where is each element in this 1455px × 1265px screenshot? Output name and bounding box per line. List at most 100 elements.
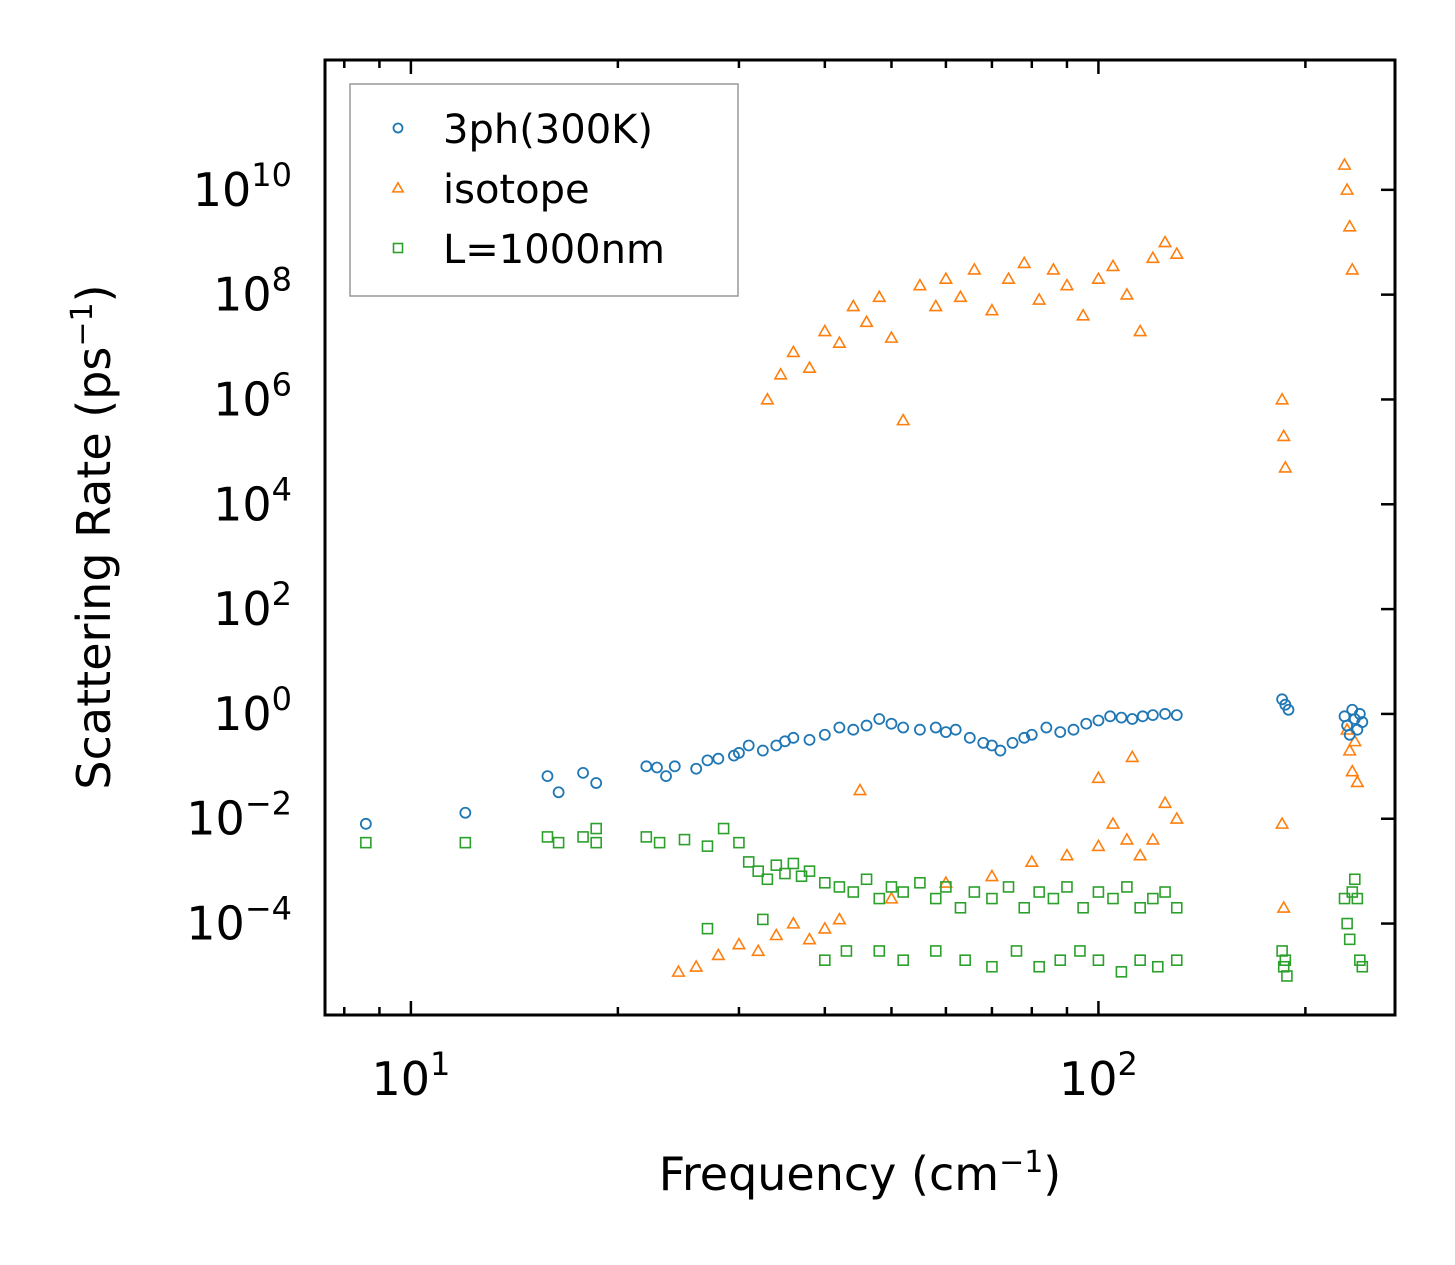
data-point-circle xyxy=(914,723,926,736)
data-point-square xyxy=(819,876,831,889)
y-tick-label: 104 xyxy=(213,470,292,531)
data-point-circle xyxy=(847,723,860,736)
data-point-triangle xyxy=(1017,255,1032,269)
data-point-triangle xyxy=(1105,258,1121,272)
data-point-square xyxy=(1047,892,1060,905)
data-point-triangle xyxy=(859,314,874,328)
data-point-square xyxy=(1074,945,1086,957)
data-point-circle xyxy=(963,731,976,744)
data-point-square xyxy=(897,886,909,898)
data-point-square xyxy=(1351,892,1364,905)
data-point-square xyxy=(1033,886,1045,898)
data-point-triangle xyxy=(1133,848,1148,861)
data-point-square xyxy=(803,865,816,877)
data-point-square xyxy=(1170,901,1183,914)
data-point-triangle xyxy=(832,335,847,349)
data-point-circle xyxy=(1040,721,1053,734)
data-point-square xyxy=(954,901,967,914)
data-point-circle xyxy=(733,747,745,759)
data-point-square xyxy=(833,881,846,893)
data-point-square xyxy=(590,836,602,849)
data-point-circle xyxy=(1092,714,1105,727)
data-point-triangle xyxy=(1276,900,1291,913)
data-point-triangle xyxy=(1145,832,1160,845)
data-point-circle xyxy=(651,761,663,774)
data-point-circle xyxy=(552,786,565,799)
data-point-triangle xyxy=(1157,795,1173,809)
data-point-square xyxy=(541,831,554,843)
markers-layer xyxy=(359,157,1369,982)
data-point-triangle xyxy=(984,303,1000,316)
data-point-triangle xyxy=(1345,764,1360,777)
data-point-circle xyxy=(994,744,1007,757)
data-point-square xyxy=(717,822,730,835)
data-point-triangle xyxy=(711,947,726,961)
data-point-square xyxy=(840,945,853,957)
data-point-circle xyxy=(897,721,910,734)
data-point-square xyxy=(640,831,653,843)
data-point-triangle xyxy=(1342,743,1357,756)
data-point-circle xyxy=(1136,710,1149,723)
data-point-circle xyxy=(1282,703,1295,716)
data-point-square xyxy=(1343,933,1356,946)
data-point-circle xyxy=(660,770,672,783)
legend-label-boundary: L=1000nm xyxy=(443,227,665,273)
legend-marker-triangle xyxy=(391,181,405,193)
x-tick-label: 102 xyxy=(1059,1045,1138,1106)
data-point-square xyxy=(819,954,831,966)
legend-label-3ph: 3ph(300K) xyxy=(443,107,653,153)
data-point-triangle xyxy=(1350,774,1365,788)
data-point-triangle xyxy=(1091,271,1106,284)
data-point-square xyxy=(742,856,755,868)
y-tick-label: 102 xyxy=(213,575,292,636)
data-point-circle xyxy=(359,817,372,830)
data-point-square xyxy=(1349,873,1361,886)
data-point-square xyxy=(752,865,765,877)
data-point-triangle xyxy=(1278,460,1293,473)
data-point-triangle xyxy=(1032,292,1047,305)
data-point-square xyxy=(1338,892,1351,905)
data-point-square xyxy=(968,886,981,898)
data-point-triangle xyxy=(984,868,1000,882)
data-point-triangle xyxy=(786,344,801,358)
data-point-circle xyxy=(541,770,554,783)
data-point-square xyxy=(1092,954,1105,966)
data-point-triangle xyxy=(1133,323,1148,337)
legend-marker-square xyxy=(392,242,404,254)
data-point-triangle xyxy=(1024,854,1039,868)
data-point-square xyxy=(1279,954,1292,966)
data-point-square xyxy=(1054,954,1067,966)
data-point-triangle xyxy=(671,964,686,977)
data-point-triangle xyxy=(773,367,788,380)
data-point-triangle xyxy=(1125,749,1140,763)
data-point-circle xyxy=(1018,731,1031,744)
data-point-triangle xyxy=(689,959,704,972)
data-point-triangle xyxy=(884,330,899,343)
data-point-square xyxy=(577,831,589,843)
data-point-square xyxy=(701,840,714,852)
data-point-square xyxy=(873,892,886,905)
data-point-square xyxy=(847,886,860,898)
data-point-square xyxy=(959,954,971,966)
data-point-triangle xyxy=(1119,287,1135,300)
data-point-circle xyxy=(787,731,800,744)
data-point-triangle xyxy=(1274,816,1290,829)
data-point-square xyxy=(770,859,783,871)
data-point-square xyxy=(1356,960,1369,973)
data-point-circle xyxy=(1104,710,1117,723)
data-point-square xyxy=(885,881,898,893)
data-point-square xyxy=(653,836,666,849)
data-point-square xyxy=(940,881,952,893)
data-point-square xyxy=(678,833,691,846)
data-point-triangle xyxy=(786,916,801,929)
legend-markers xyxy=(391,122,405,254)
data-point-square xyxy=(733,836,745,849)
data-point-circle xyxy=(986,739,998,752)
data-point-square xyxy=(929,892,942,905)
plot-frame xyxy=(323,58,1397,1017)
data-point-circle xyxy=(756,744,769,757)
data-point-square xyxy=(1010,945,1023,957)
data-point-triangle xyxy=(802,931,817,945)
data-point-circle xyxy=(1080,717,1093,730)
